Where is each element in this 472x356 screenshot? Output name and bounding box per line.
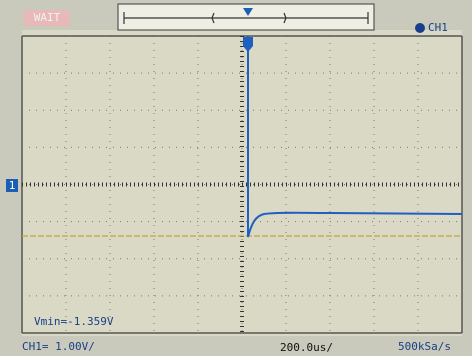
channel-scale: CH1= 1.00V/ [22, 340, 95, 353]
measurement: Vmin=-1.359V [34, 315, 114, 328]
timebase-bracket [117, 3, 375, 31]
trigger-position [243, 8, 253, 16]
channel-label: CH1 [428, 21, 448, 34]
window-marks [211, 12, 287, 24]
channel-marker: 1 [9, 179, 16, 192]
bottom-bar [0, 336, 472, 356]
grid [21, 35, 463, 334]
status-box [24, 10, 70, 26]
waveform [247, 36, 463, 238]
trigger-icon [415, 23, 425, 33]
bracket-box [117, 3, 375, 31]
time-scale: 200.0us/ [280, 341, 333, 354]
sample-rate: 500kSa/s [398, 340, 451, 353]
right-margin [462, 30, 472, 336]
trigger-marker [243, 37, 253, 52]
channel-marker-box [6, 179, 18, 192]
status-label: WAIT [34, 11, 61, 24]
